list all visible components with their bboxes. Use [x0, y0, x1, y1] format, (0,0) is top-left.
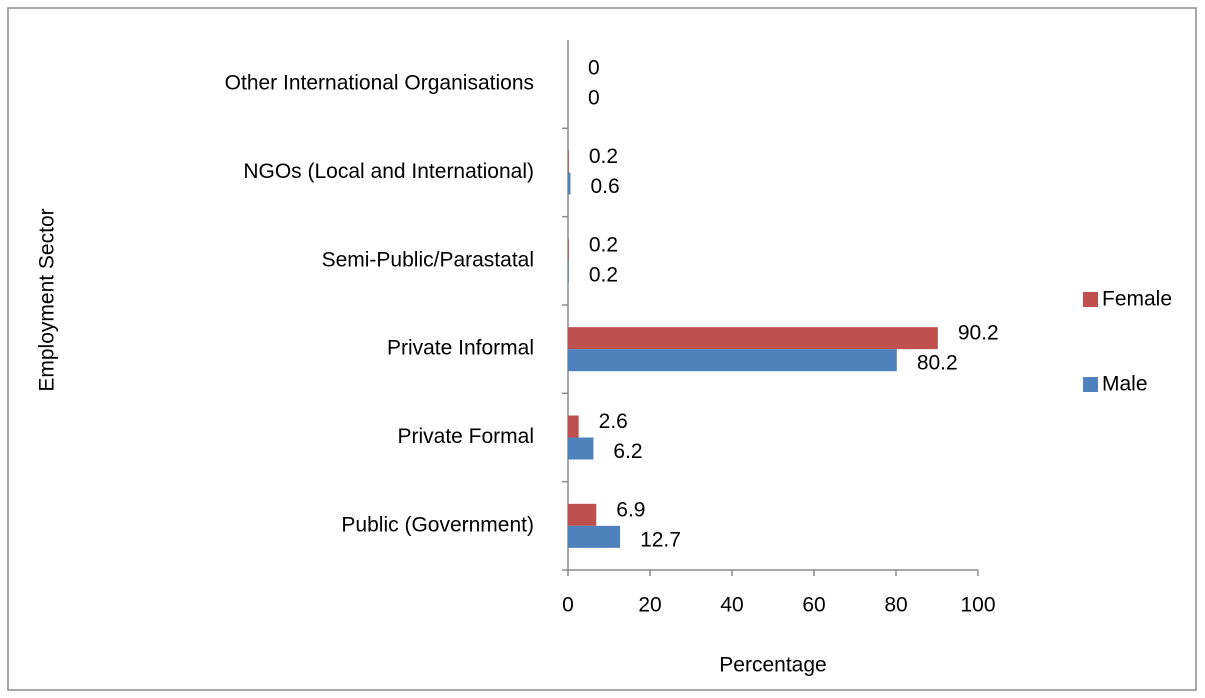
x-axis-title: Percentage — [719, 654, 826, 677]
y-tick-label: Other International Organisations — [225, 72, 534, 95]
y-tick-label: Private Formal — [397, 425, 534, 448]
bar — [568, 150, 569, 173]
x-tick-label: 20 — [638, 594, 661, 617]
bar — [568, 172, 571, 195]
bar — [568, 415, 579, 438]
x-tick-label: 100 — [960, 594, 995, 617]
y-tick-label: Public (Government) — [341, 513, 534, 536]
legend-label: Male — [1102, 373, 1148, 396]
bar — [568, 349, 897, 372]
value-label: 0.2 — [589, 145, 618, 168]
legend-label: Female — [1102, 288, 1172, 311]
bar — [568, 437, 594, 460]
value-label: 12.7 — [640, 528, 681, 551]
bar — [568, 238, 569, 261]
value-label: 2.6 — [599, 410, 628, 433]
y-tick-label: Private Informal — [387, 337, 534, 360]
y-tick-label: Semi-Public/Parastatal — [322, 248, 534, 271]
value-label: 0 — [588, 57, 600, 80]
x-tick-label: 40 — [720, 594, 743, 617]
value-label: 0 — [588, 87, 600, 110]
y-tick-label: NGOs (Local and International) — [243, 160, 534, 183]
value-label: 90.2 — [958, 322, 999, 345]
legend-swatch — [1083, 292, 1098, 307]
bar — [568, 525, 621, 548]
x-tick-label: 80 — [884, 594, 907, 617]
value-label: 0.2 — [589, 263, 618, 286]
x-tick-label: 0 — [562, 594, 574, 617]
bar — [568, 260, 569, 283]
legend-swatch — [1083, 377, 1098, 392]
bar — [568, 327, 938, 350]
value-label: 6.9 — [616, 498, 645, 521]
value-label: 80.2 — [917, 352, 958, 375]
bar — [568, 503, 597, 526]
value-label: 0.6 — [590, 175, 619, 198]
x-tick-label: 60 — [802, 594, 825, 617]
y-axis-title: Employment Sector — [36, 208, 59, 391]
value-label: 6.2 — [613, 440, 642, 463]
value-label: 0.2 — [589, 233, 618, 256]
